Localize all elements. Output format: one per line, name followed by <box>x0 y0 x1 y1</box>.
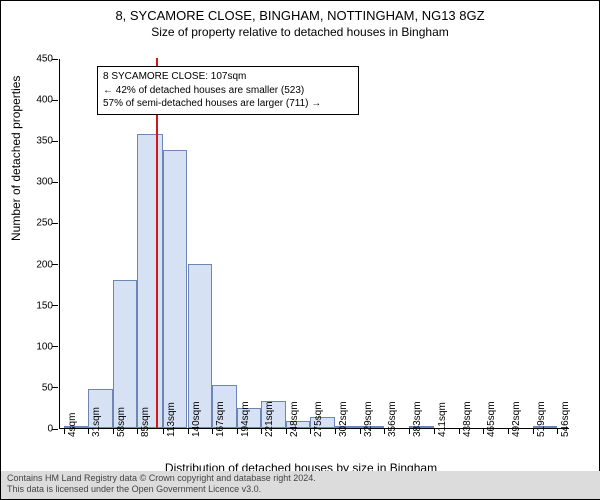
x-tick-label: 546sqm <box>560 401 571 437</box>
x-tick <box>212 428 213 434</box>
x-tick-label: 167sqm <box>215 401 226 437</box>
y-tick-label: 250 <box>13 218 53 229</box>
x-tick <box>64 428 65 434</box>
footer-line: This data is licensed under the Open Gov… <box>7 484 595 496</box>
chart-subtitle: Size of property relative to detached ho… <box>1 25 599 39</box>
y-tick-label: 0 <box>13 424 53 435</box>
x-tick-label: 140sqm <box>191 401 202 437</box>
x-tick <box>409 428 410 434</box>
annotation-line: 57% of semi-detached houses are larger (… <box>103 97 353 111</box>
footer: Contains HM Land Registry data © Crown c… <box>1 471 600 499</box>
y-tick-label: 400 <box>13 95 53 106</box>
x-tick <box>113 428 114 434</box>
x-tick-label: 356sqm <box>387 401 398 437</box>
y-tick-label: 450 <box>13 54 53 65</box>
y-tick-label: 350 <box>13 136 53 147</box>
x-tick-label: 465sqm <box>486 401 497 437</box>
x-tick-label: 194sqm <box>240 401 251 437</box>
x-tick <box>557 428 558 434</box>
x-tick <box>310 428 311 434</box>
x-tick <box>261 428 262 434</box>
x-tick-label: 221sqm <box>264 401 275 437</box>
y-tick-label: 200 <box>13 259 53 270</box>
plot-wrap: 0501001502002503003504004504sqm31sqm58sq… <box>59 59 569 429</box>
x-tick-label: 438sqm <box>462 401 473 437</box>
x-tick-label: 329sqm <box>363 401 374 437</box>
x-tick <box>286 428 287 434</box>
y-tick-label: 300 <box>13 177 53 188</box>
x-tick-label: 58sqm <box>116 407 127 437</box>
x-tick-label: 275sqm <box>313 401 324 437</box>
y-tick-label: 150 <box>13 300 53 311</box>
x-tick-label: 492sqm <box>511 401 522 437</box>
annotation-line: ← 42% of detached houses are smaller (52… <box>103 84 353 98</box>
x-tick <box>137 428 138 434</box>
y-tick-label: 50 <box>13 382 53 393</box>
x-tick <box>384 428 385 434</box>
x-tick <box>508 428 509 434</box>
x-tick-label: 411sqm <box>437 402 448 437</box>
plot-area: 0501001502002503003504004504sqm31sqm58sq… <box>59 59 569 429</box>
x-tick <box>88 428 89 434</box>
annotation-line: 8 SYCAMORE CLOSE: 107sqm <box>103 70 353 84</box>
x-tick <box>434 428 435 434</box>
x-tick <box>533 428 534 434</box>
x-tick-label: 31sqm <box>91 407 102 437</box>
histogram-bar <box>163 150 188 428</box>
figure-container: 8, SYCAMORE CLOSE, BINGHAM, NOTTINGHAM, … <box>0 0 600 500</box>
x-tick <box>188 428 189 434</box>
x-tick <box>459 428 460 434</box>
x-tick-label: 248sqm <box>289 401 300 437</box>
y-tick-label: 100 <box>13 341 53 352</box>
footer-line: Contains HM Land Registry data © Crown c… <box>7 473 595 485</box>
x-tick-label: 519sqm <box>536 401 547 437</box>
histogram-bar <box>113 280 138 428</box>
x-tick-label: 85sqm <box>140 407 151 437</box>
x-tick-label: 302sqm <box>338 401 349 437</box>
annotation-box: 8 SYCAMORE CLOSE: 107sqm ← 42% of detach… <box>97 66 359 115</box>
x-tick-label: 4sqm <box>67 413 78 437</box>
x-tick <box>237 428 238 434</box>
x-tick <box>360 428 361 434</box>
histogram-bar <box>137 134 163 428</box>
x-tick-label: 113sqm <box>166 402 177 437</box>
x-tick <box>335 428 336 434</box>
x-tick-label: 383sqm <box>412 401 423 437</box>
chart-title: 8, SYCAMORE CLOSE, BINGHAM, NOTTINGHAM, … <box>1 1 599 25</box>
x-tick <box>483 428 484 434</box>
x-tick <box>163 428 164 434</box>
